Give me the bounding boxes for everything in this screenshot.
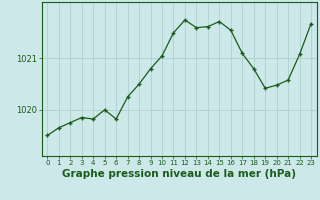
X-axis label: Graphe pression niveau de la mer (hPa): Graphe pression niveau de la mer (hPa) — [62, 169, 296, 179]
